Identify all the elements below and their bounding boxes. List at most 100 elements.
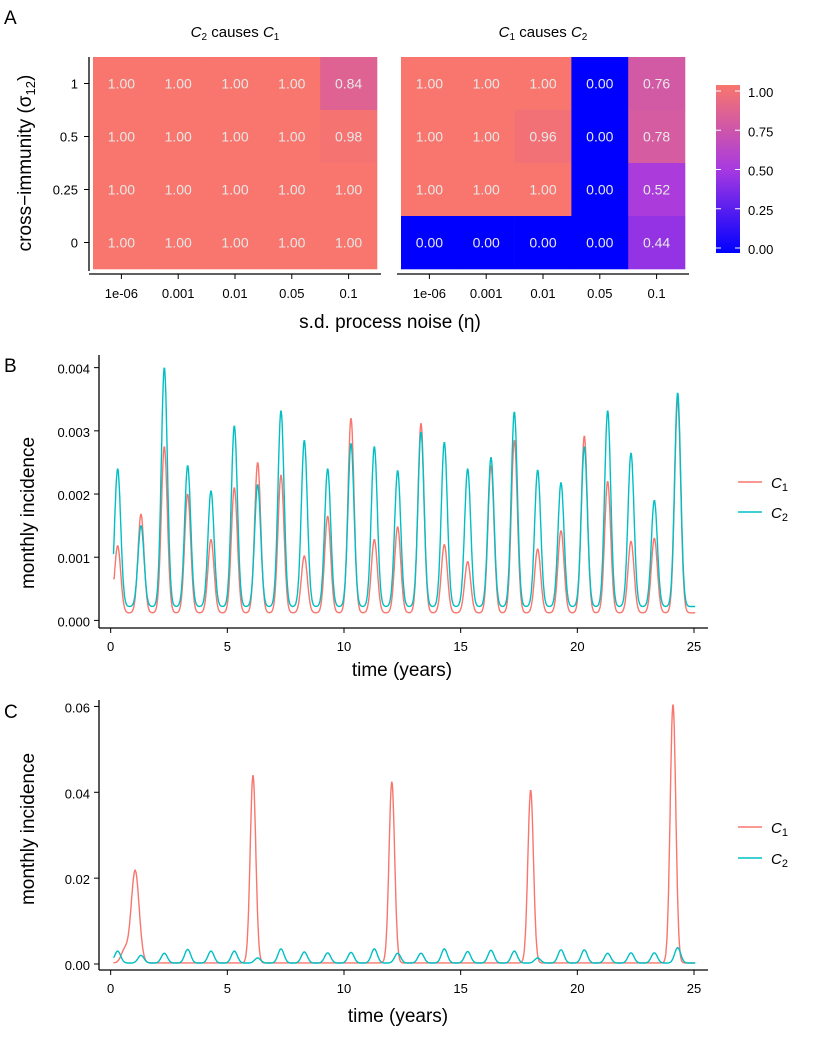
heat-cell [263, 163, 321, 217]
heat-cell-label: 1.00 [221, 235, 248, 251]
heat-cell-label: 0.96 [529, 129, 556, 145]
x-tick-label: 0.001 [470, 286, 503, 301]
x-tick-label: 15 [453, 639, 467, 654]
y-tick-label: 0.06 [65, 700, 90, 715]
y-tick-label: 0.001 [57, 551, 90, 566]
heat-cell-label: 1.00 [108, 129, 135, 145]
heat-cell [571, 216, 629, 270]
y-tick-label: 0.04 [65, 786, 90, 801]
facet-left-cells: 1.00 1.00 1.00 1.00 0.84 1.00 1.00 1.00 1.00 0.98… [93, 57, 378, 270]
x-tick-label: 20 [570, 639, 584, 654]
heat-cell [514, 216, 572, 270]
heat-cell-label: 0.78 [643, 129, 670, 145]
facet-title-right: C1 causes C2 [499, 24, 588, 43]
line-chart-b: 0.000 0.001 0.002 0.003 0.004 0 5 10 15 20 25 mont… [18, 355, 788, 681]
y-tick-label: 0 [71, 236, 78, 251]
heatmap-x-axis-title: s.d. process noise (η) [299, 312, 481, 333]
heat-cell-label: 0.00 [529, 235, 556, 251]
heat-cell [149, 110, 207, 164]
heat-cell [571, 163, 629, 217]
x-tick-label: 0 [107, 981, 114, 996]
heat-cell-label: 1.00 [165, 76, 192, 92]
heat-cell [628, 110, 686, 164]
x-tick-label: 0.01 [530, 286, 555, 301]
panel-letter-c: C [4, 702, 18, 723]
colorbar-label: 0.00 [748, 242, 773, 257]
heat-cell-label: 1.00 [278, 182, 305, 198]
heat-cell-label: 1.00 [108, 76, 135, 92]
x-tick-label: 0.01 [222, 286, 247, 301]
heat-cell [401, 216, 459, 270]
heat-cell [571, 57, 629, 111]
colorbar-ticks: 1.00 0.75 0.50 0.25 0.00 [716, 85, 773, 257]
heat-cell [514, 110, 572, 164]
y-tick-label: 0.5 [60, 130, 78, 145]
heat-cell [263, 216, 321, 270]
panel-letter-a: A [4, 8, 17, 29]
heat-cell [93, 110, 151, 164]
colorbar-label: 1.00 [748, 85, 773, 100]
legend-label-c2-b: C2 [771, 505, 788, 524]
heat-cell-label: 1.00 [416, 129, 443, 145]
heat-cell [149, 57, 207, 111]
heat-cell [206, 57, 264, 111]
heat-cell-label: 1.00 [278, 76, 305, 92]
heat-cell-label: 0.00 [416, 235, 443, 251]
heat-cell-label: 0.00 [586, 182, 613, 198]
heat-cell-label: 0.84 [335, 76, 362, 92]
heat-cell-label: 1.00 [221, 76, 248, 92]
heat-cell-label: 0.00 [586, 129, 613, 145]
y-tick-label: 0.004 [57, 362, 90, 377]
colorbar-label: 0.25 [748, 203, 773, 218]
x-tick-label: 25 [687, 639, 701, 654]
heat-cell-label: 1.00 [473, 129, 500, 145]
heat-cell-label: 0.00 [473, 235, 500, 251]
x-tick-label: 0.1 [648, 286, 666, 301]
heat-cell-label: 1.00 [529, 76, 556, 92]
heat-cell-label: 1.00 [165, 182, 192, 198]
heat-cell-label: 1.00 [335, 182, 362, 198]
heat-cell [514, 163, 572, 217]
heat-cell-label: 1.00 [221, 182, 248, 198]
series-line-c2-b [112, 367, 696, 608]
series-line-c1-c [113, 704, 696, 964]
legend-label-c2-c: C2 [771, 851, 788, 870]
heat-cell-label: 0.98 [335, 129, 362, 145]
y-tick-label: 0.00 [65, 958, 90, 973]
heat-cell [263, 57, 321, 111]
heat-cell-label: 0.00 [586, 76, 613, 92]
x-tick-label: 0.1 [340, 286, 358, 301]
legend-label-c1-b: C1 [771, 475, 788, 494]
heat-cell [320, 216, 378, 270]
heat-cell [571, 110, 629, 164]
line-chart-c: 0.00 0.02 0.04 0.06 0 5 10 15 20 25 monthly incid… [18, 700, 788, 1027]
heat-cell [401, 57, 459, 111]
heat-cell-label: 1.00 [108, 235, 135, 251]
panel-letter-b: B [4, 356, 17, 377]
x-tick-label: 10 [337, 639, 351, 654]
chart-b-axes: 0.000 0.001 0.002 0.003 0.004 0 5 10 15 20 25 [57, 355, 708, 654]
heat-cell [149, 216, 207, 270]
heat-cell-label: 1.00 [416, 76, 443, 92]
heat-cell [514, 57, 572, 111]
heat-cell [457, 57, 515, 111]
heat-cell-label: 1.00 [473, 76, 500, 92]
heat-cell [628, 57, 686, 111]
heat-cell [206, 163, 264, 217]
legend-label-c1-c: C1 [771, 820, 788, 839]
colorbar-label: 0.75 [748, 124, 773, 139]
y-tick-label: 0.02 [65, 872, 90, 887]
heat-cell-label: 1.00 [165, 129, 192, 145]
y-tick-label: 0.25 [53, 183, 78, 198]
chart-b-y-axis-title: monthly incidence [18, 437, 39, 589]
x-tick-label: 10 [337, 981, 351, 996]
heat-cell [93, 216, 151, 270]
heat-cell-label: 1.00 [335, 235, 362, 251]
heat-cell-label: 0.52 [643, 182, 670, 198]
heat-cell-label: 1.00 [473, 182, 500, 198]
y-tick-label: 0.000 [57, 614, 90, 629]
heat-cell [263, 110, 321, 164]
y-tick-label: 1 [71, 77, 78, 92]
series-line-c2-c [113, 947, 696, 964]
